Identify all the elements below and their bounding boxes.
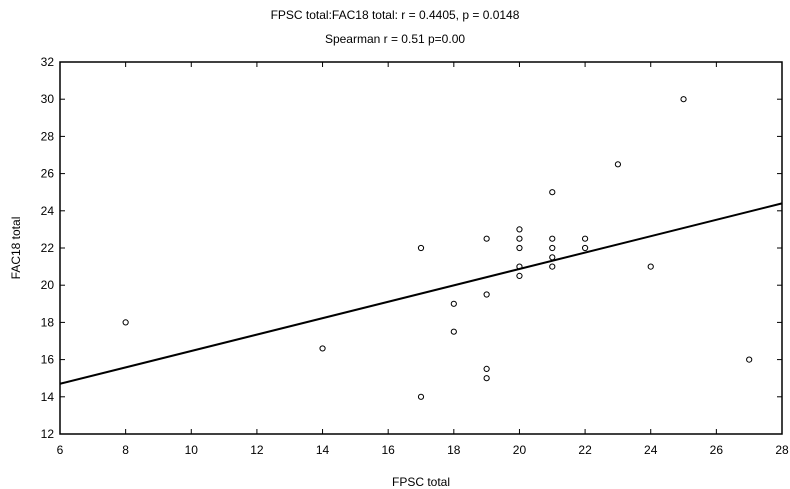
data-point (549, 244, 556, 252)
data-point (483, 291, 490, 298)
x-tick-label: 24 (644, 443, 658, 457)
data-point (516, 263, 523, 270)
data-point (483, 375, 490, 382)
y-tick-label: 20 (41, 278, 55, 292)
data-point (746, 356, 753, 363)
data-point (319, 345, 326, 352)
y-tick-label: 28 (41, 129, 55, 143)
x-tick-label: 6 (57, 443, 64, 457)
y-tick-label: 14 (41, 390, 55, 404)
x-tick-label: 14 (316, 443, 330, 457)
y-tick-label: 26 (41, 167, 55, 181)
y-tick-label: 30 (41, 92, 55, 106)
y-tick-label: 32 (41, 55, 55, 69)
chart-title: FPSC total:FAC18 total: r = 0.4405, p = … (270, 8, 520, 22)
data-point (450, 328, 457, 335)
y-tick-label: 22 (41, 241, 55, 255)
x-axis: 6 8 10 12 14 16 18 20 22 24 26 28 (57, 62, 789, 457)
data-point (581, 244, 589, 252)
y-axis-label: FAC18 total (9, 217, 23, 280)
data-point (516, 226, 523, 233)
x-tick-label: 8 (122, 443, 129, 457)
plot-area (59, 61, 783, 435)
data-point (647, 263, 654, 270)
data-point (450, 300, 457, 307)
x-tick-label: 26 (710, 443, 724, 457)
x-tick-label: 20 (513, 443, 527, 457)
data-point (614, 161, 622, 168)
y-tick-label: 12 (41, 427, 55, 441)
data-point (549, 189, 556, 196)
x-axis-label: FPSC total (392, 475, 450, 489)
x-tick-label: 28 (775, 443, 789, 457)
x-tick-label: 16 (382, 443, 396, 457)
x-tick-label: 18 (447, 443, 461, 457)
regression-line (59, 202, 783, 385)
data-point (417, 244, 425, 252)
data-point (516, 272, 523, 279)
x-tick-label: 10 (185, 443, 199, 457)
y-tick-label: 18 (41, 315, 55, 329)
data-point (680, 96, 687, 103)
data-point (581, 235, 589, 242)
data-point (516, 244, 523, 252)
y-tick-label: 24 (41, 204, 55, 218)
y-axis: 12 14 16 18 20 22 24 26 28 30 32 (41, 55, 782, 441)
data-point (549, 263, 556, 270)
data-point (483, 235, 490, 242)
data-point (549, 235, 556, 242)
data-point (417, 393, 425, 400)
data-points (122, 96, 753, 400)
data-point (122, 319, 129, 326)
data-point (549, 254, 556, 261)
data-point (483, 365, 490, 372)
data-point (516, 235, 523, 242)
x-tick-label: 22 (578, 443, 592, 457)
x-tick-label: 12 (250, 443, 264, 457)
y-tick-label: 16 (41, 353, 55, 367)
chart-subtitle: Spearman r = 0.51 p=0.00 (324, 32, 466, 46)
